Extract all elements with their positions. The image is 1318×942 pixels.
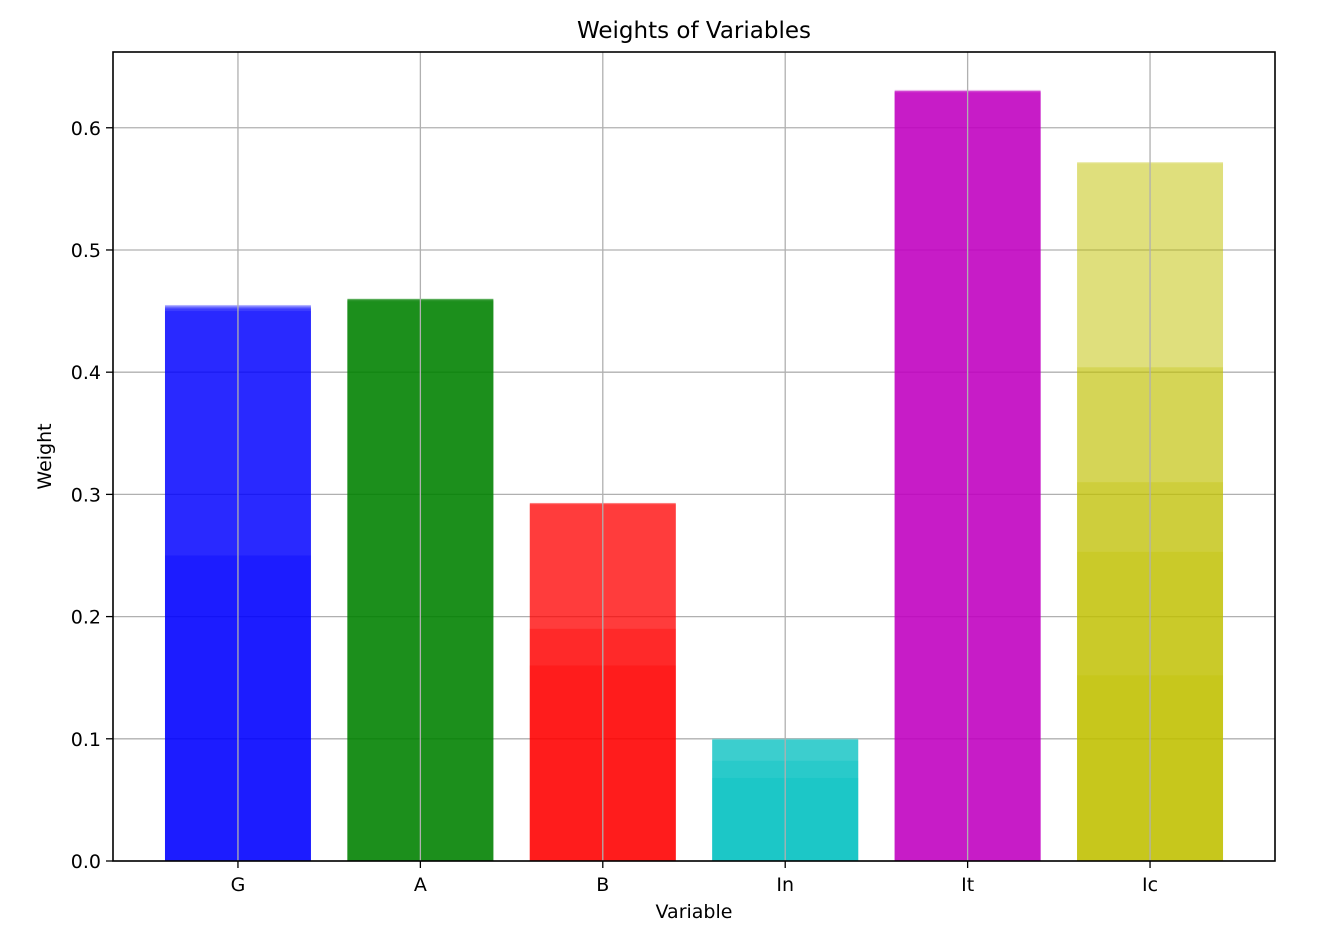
chart-title: Weights of Variables [577, 18, 811, 44]
x-axis-label: Variable [656, 901, 733, 923]
x-tick-label-ic: Ic [1142, 874, 1158, 896]
x-ticks-layer: G A B In It Ic [231, 861, 1158, 896]
y-tick-label: 0.3 [71, 484, 101, 506]
x-tick-label-it: It [961, 874, 974, 896]
plot-frame [112, 51, 1276, 862]
y-tick-label: 0.6 [71, 118, 101, 140]
x-tick-label-in: In [776, 874, 794, 896]
y-ticks-layer: 0.0 0.1 0.2 0.3 0.4 0.5 0.6 [71, 118, 113, 873]
bars-layer [164, 89, 1224, 862]
x-tick-label-a: A [414, 874, 427, 896]
y-tick-label: 0.5 [71, 240, 101, 262]
grid-layer [113, 127, 1275, 862]
y-axis-label: Weight [34, 423, 56, 489]
y-tick-label: 0.4 [71, 362, 101, 384]
y-tick-label: 0.1 [71, 729, 101, 751]
vertical-grid-layer [237, 52, 1151, 861]
x-tick-label-g: G [231, 874, 246, 896]
x-tick-label-b: B [596, 874, 609, 896]
y-tick-label: 0.2 [71, 607, 101, 629]
y-tick-label: 0.0 [71, 851, 101, 873]
